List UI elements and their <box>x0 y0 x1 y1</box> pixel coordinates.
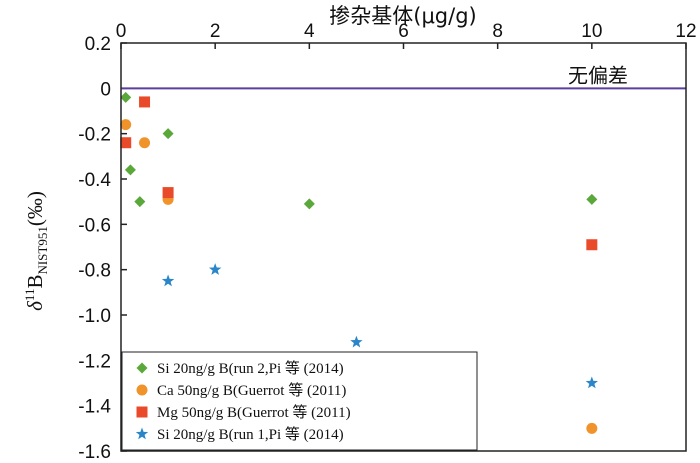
data-point-circle <box>139 137 151 149</box>
data-point-diamond <box>303 198 315 210</box>
y-axis-title-main: B <box>23 275 47 289</box>
y-axis-title-sub: NIST951 <box>35 226 50 274</box>
x-tick-label: 6 <box>398 21 409 42</box>
data-point-square <box>586 239 598 251</box>
data-point-diamond <box>134 196 146 208</box>
y-tick-label: -1.2 <box>78 351 111 372</box>
tick-labels: 0 2 4 6 8 10 120.20-0.2-0.4-0.6-0.8-1.0-1.2-1.… <box>78 21 696 463</box>
x-tick-label: 2 <box>210 21 221 42</box>
data-point-diamond <box>162 128 174 140</box>
legend-label: Si 20ng/g B(run 1,Pi 等 (2014) <box>157 425 344 443</box>
legend-items: Si 20ng/g B(run 2,Pi 等 (2014) Ca 50ng/g B… <box>135 359 351 443</box>
legend-marker-star <box>135 427 149 440</box>
legend-label: Mg 50ng/g B(Guerrot 等 (2011) <box>157 403 351 421</box>
data-point-circle <box>586 422 598 434</box>
data-point-circle <box>120 119 132 131</box>
y-tick-label: -1.0 <box>78 306 111 327</box>
legend-label: Si 20ng/g B(run 2,Pi 等 (2014) <box>157 359 344 377</box>
x-tick-label: 12 <box>675 21 696 42</box>
y-tick-label: 0.2 <box>85 34 111 55</box>
y-axis-title: δ11BNIST951(‰) <box>22 191 50 311</box>
y-tick-label: -0.4 <box>78 170 111 191</box>
data-point-square <box>139 96 151 108</box>
y-axis-title-sup: 11 <box>22 289 37 302</box>
data-point-diamond <box>120 91 132 103</box>
x-tick-label: 8 <box>492 21 503 42</box>
legend-box <box>121 351 478 451</box>
legend-label: Ca 50ng/g B(Guerrot 等 (2011) <box>157 381 346 399</box>
data-point-star <box>161 274 175 287</box>
y-tick-label: -1.4 <box>78 397 111 418</box>
legend-marker-circle <box>136 384 148 396</box>
y-axis-title-unit: (‰) <box>23 191 47 226</box>
x-tick-label: 10 <box>581 21 602 42</box>
reference-line-group: 无偏差 <box>121 63 686 90</box>
y-axis-title-delta: δ <box>23 300 47 311</box>
x-tick-label: 4 <box>304 21 315 42</box>
data-point-square <box>162 187 174 199</box>
legend-marker-square <box>136 406 148 418</box>
y-tick-label: -0.8 <box>78 261 111 282</box>
y-tick-label: 0 <box>100 79 111 100</box>
y-tick-label: -0.2 <box>78 125 111 146</box>
data-point-star <box>350 335 363 348</box>
data-point-star <box>585 376 599 389</box>
y-tick-label: -1.6 <box>78 442 111 463</box>
x-tick-label: 0 <box>116 21 127 42</box>
plot-frame <box>120 42 687 452</box>
data-point-diamond <box>124 164 136 176</box>
data-point-star <box>208 263 222 275</box>
x-axis-title: 掺杂基体(μg/g) <box>329 4 476 28</box>
y-tick-label: -0.6 <box>78 215 111 236</box>
data-point-diamond <box>586 193 598 205</box>
data-point-square <box>120 137 132 149</box>
data-points <box>120 91 599 434</box>
no-bias-label: 无偏差 <box>568 63 628 87</box>
legend-marker-diamond <box>136 362 148 374</box>
legend: Si 20ng/g B(run 2,Pi 等 (2014) Ca 50ng/g B… <box>121 351 478 451</box>
